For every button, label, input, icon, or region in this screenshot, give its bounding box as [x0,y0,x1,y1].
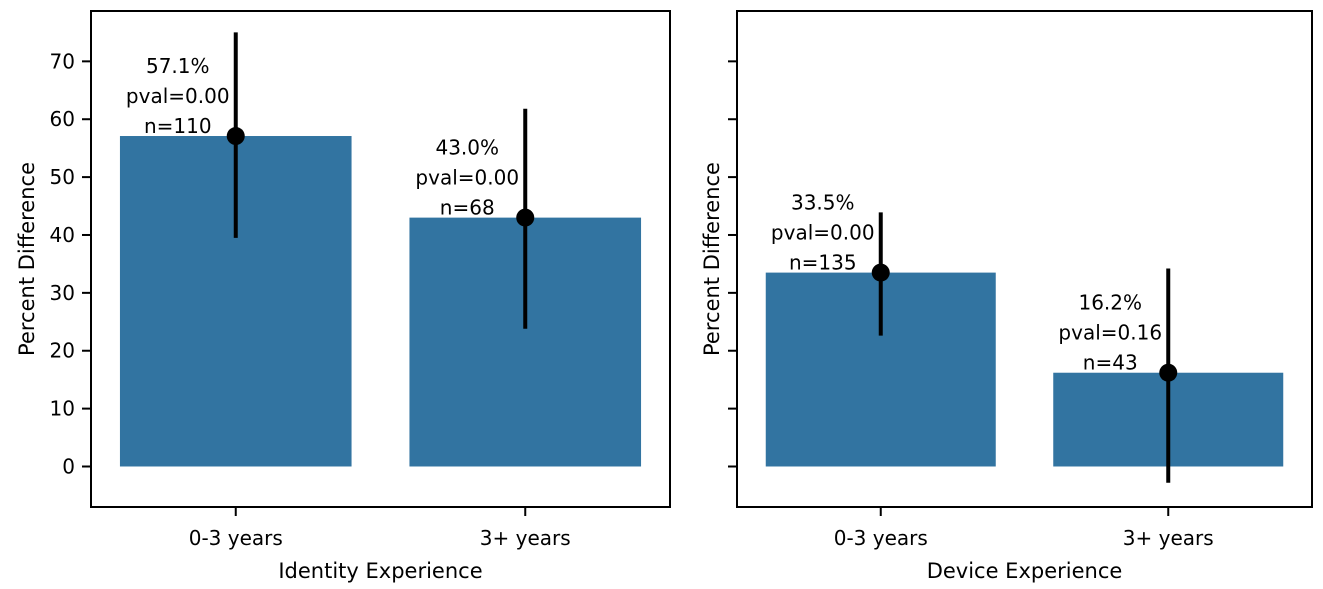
error-marker [226,127,245,146]
error-marker [1159,363,1178,382]
annotation-line: 33.5% [791,191,855,215]
annotation-line: n=43 [1083,351,1138,375]
annotation-line: pval=0.00 [415,166,519,190]
x-tick-label: 0-3 years [189,526,283,550]
annotation-line: 16.2% [1078,291,1142,315]
annotation-line: pval=0.00 [126,84,230,108]
axes-frame [736,10,1313,508]
right-panel: 33.5% pval=0.00 n=135 16.2% pval=0.16 n=43 0-3… [700,10,1313,583]
y-tick-label: 30 [50,281,75,305]
y-tick-label: 40 [50,223,75,247]
axes-frame [90,10,671,508]
annotation-line: pval=0.00 [771,221,875,245]
annotation-line: pval=0.16 [1058,321,1162,345]
y-axis-label: Percent Difference [700,162,724,356]
y-tick-label: 0 [62,454,75,478]
y-tick-label: 70 [50,49,75,73]
y-tick-label: 20 [50,339,75,363]
y-tick-label: 50 [50,165,75,189]
y-axis-label: Percent Difference [15,162,39,356]
annotation-line: n=110 [144,114,212,138]
y-tick-label: 60 [50,107,75,131]
x-axis-label: Identity Experience [278,559,482,583]
y-tick-label: 10 [50,397,75,421]
error-marker [516,208,535,227]
left-panel: 57.1% pval=0.00 n=110 43.0% pval=0.00 n=68 0 10… [15,10,671,583]
annotation-line: 57.1% [146,54,210,78]
x-tick-label: 3+ years [480,526,571,550]
annotation-line: 43.0% [435,136,499,160]
x-tick-label: 0-3 years [834,526,928,550]
x-axis-label: Device Experience [927,559,1123,583]
error-marker [871,263,890,282]
annotation-line: n=68 [440,196,495,220]
annotation-line: n=135 [789,251,857,275]
x-tick-label: 3+ years [1123,526,1214,550]
